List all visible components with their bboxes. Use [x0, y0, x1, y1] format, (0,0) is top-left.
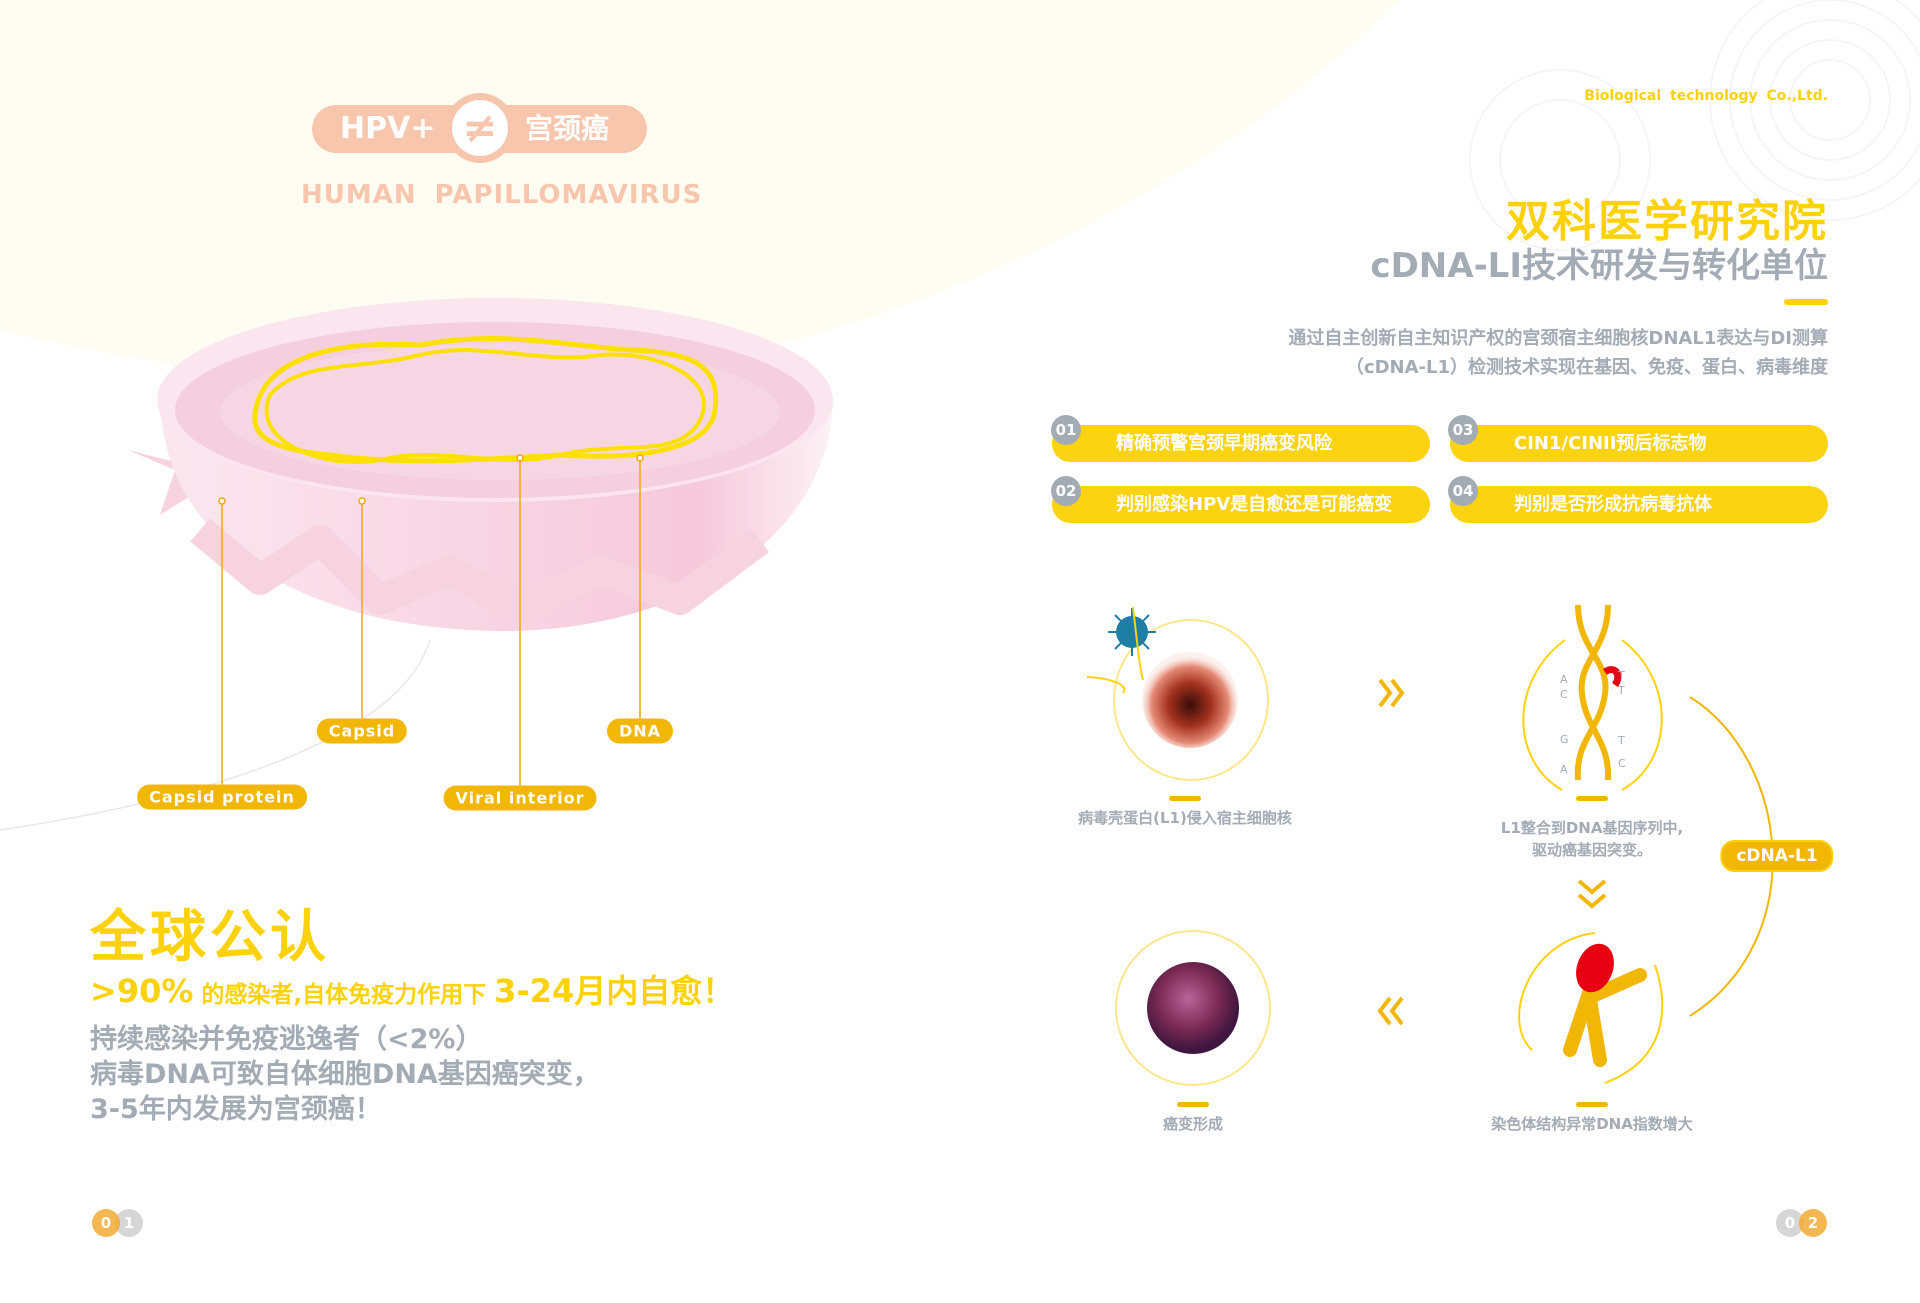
cell-invasion-illustration — [1086, 606, 1269, 781]
tumor-illustration — [1115, 930, 1271, 1086]
hpv-subtitle: HUMAN PAPILLOMAVIRUS — [301, 180, 703, 210]
feature-pill: CIN1/CINII预后标志物 — [1450, 425, 1828, 462]
leader-lines — [218, 454, 644, 786]
feature-pill: 精确预警宫颈早期癌变风险 — [1052, 425, 1430, 462]
chevron-right-icon — [1378, 678, 1405, 708]
feature-number: 01 — [1051, 415, 1081, 445]
dna-helix-illustration — [1522, 604, 1663, 791]
feature-pill: 判别感染HPV是自愈还是可能癌变 — [1052, 486, 1430, 523]
stat-line: >90% 的感染者,自体免疫力作用下 3-24月内自愈！ — [90, 972, 735, 1010]
step-dash — [1576, 796, 1608, 801]
not-equal-icon: ≠ — [445, 93, 515, 163]
feature-pill: 判别是否形成抗病毒抗体 — [1450, 486, 1828, 523]
feature-number: 04 — [1448, 476, 1478, 506]
step-dash — [1177, 1102, 1209, 1107]
feature-number: 03 — [1448, 415, 1478, 445]
step-cancer-caption: 癌变形成 — [1162, 1115, 1224, 1133]
step-chromosome-caption: 染色体结构异常DNA指数增大 — [1491, 1115, 1693, 1133]
institute-title: 双科医学研究院 — [1506, 196, 1828, 247]
cream-backdrop — [0, 0, 1400, 382]
section-title: 全球公认 — [90, 905, 330, 970]
label-capsid-protein: Capsid protein — [137, 784, 307, 810]
step-dash — [1576, 1102, 1608, 1107]
chevron-left-icon — [1377, 996, 1404, 1026]
chevron-down-icon — [1577, 879, 1607, 909]
chromosome-illustration — [1518, 932, 1664, 1084]
label-capsid: Capsid — [316, 718, 408, 744]
company-name: Biological technology Co.,Ltd. — [1584, 88, 1828, 104]
hpv-badge-left: HPV+ — [340, 111, 436, 146]
step-dash — [1169, 796, 1201, 801]
step-integrate-caption: L1整合到DNA基因序列中, 驱动癌基因突变。 — [1500, 819, 1684, 859]
label-viral-interior: Viral interior — [443, 785, 597, 811]
hpv-badge-right: 宫颈癌 — [525, 112, 610, 145]
capsid-bowl-illustration — [128, 298, 833, 632]
decor-rings — [1469, 0, 1920, 251]
notes: 持续感染并免疫逃逸者（<2%） 病毒DNA可致自体细胞DNA基因癌突变， 3-5… — [90, 1024, 600, 1125]
accent-bar — [1784, 299, 1828, 305]
label-dna: DNA — [606, 718, 674, 744]
cdna-l1-badge: cDNA-L1 — [1720, 840, 1834, 872]
description: 通过自主创新自主知识产权的宫颈宿主细胞核DNAL1表达与DI测算 （cDNA-L… — [1288, 328, 1828, 378]
institute-subtitle: cDNA-LI技术研发与转化单位 — [1370, 246, 1828, 286]
feature-number: 02 — [1051, 476, 1081, 506]
page-number-digit: 2 — [1799, 1209, 1827, 1237]
step-invade-caption: 病毒壳蛋白(L1)侵入宿主细胞核 — [1078, 809, 1292, 827]
page-number-digit: 0 — [92, 1209, 120, 1237]
